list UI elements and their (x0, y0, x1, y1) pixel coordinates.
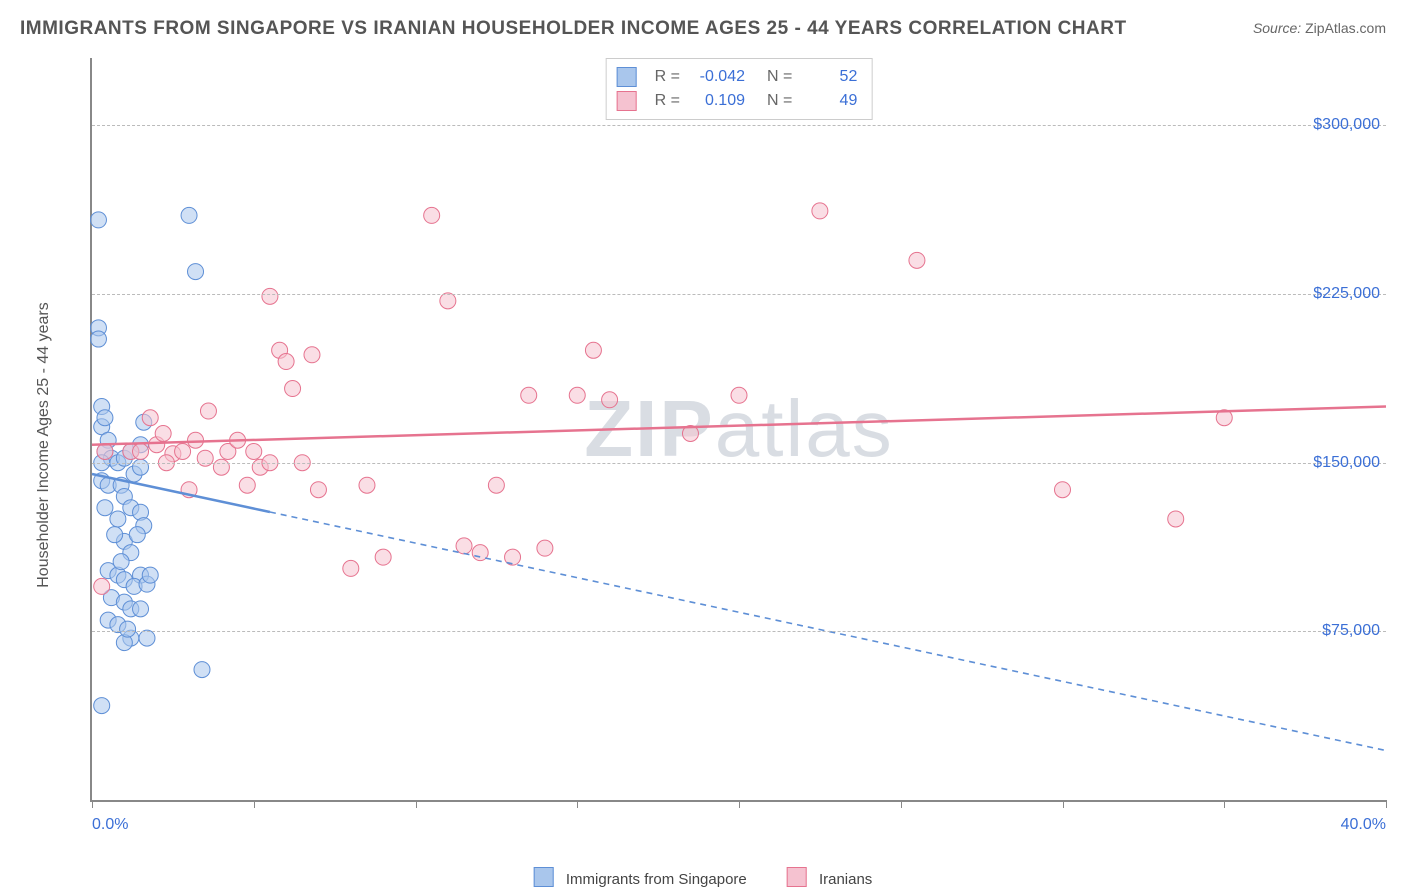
x-tick (1224, 800, 1225, 808)
x-tick (254, 800, 255, 808)
data-point (812, 203, 828, 219)
data-point (200, 403, 216, 419)
data-point (139, 630, 155, 646)
data-point (194, 662, 210, 678)
data-point (375, 549, 391, 565)
data-point (142, 410, 158, 426)
data-point (155, 425, 171, 441)
data-point (310, 482, 326, 498)
data-point (94, 698, 110, 714)
data-point (304, 347, 320, 363)
data-point (188, 432, 204, 448)
trend-line-solid (92, 407, 1386, 445)
x-tick (739, 800, 740, 808)
legend-label-singapore: Immigrants from Singapore (566, 871, 747, 888)
data-point (521, 387, 537, 403)
data-point (97, 410, 113, 426)
data-point (440, 293, 456, 309)
data-point (90, 212, 106, 228)
plot-wrapper: Householder Income Ages 25 - 44 years ZI… (50, 58, 1386, 832)
data-point (175, 443, 191, 459)
data-point (909, 252, 925, 268)
data-point (129, 527, 145, 543)
x-tick (416, 800, 417, 808)
source-label: Source: (1253, 20, 1301, 36)
data-point (188, 264, 204, 280)
gridline (92, 294, 1386, 295)
data-point (213, 459, 229, 475)
y-tick-label: $75,000 (1322, 622, 1380, 640)
data-point (1168, 511, 1184, 527)
data-point (278, 354, 294, 370)
x-tick (1386, 800, 1387, 808)
gridline (92, 125, 1386, 126)
y-tick-label: $150,000 (1313, 454, 1380, 472)
data-point (133, 601, 149, 617)
data-point (181, 207, 197, 223)
legend-label-iranians: Iranians (819, 871, 872, 888)
legend-item-singapore: Immigrants from Singapore (534, 867, 747, 888)
data-point (90, 331, 106, 347)
y-tick-label: $300,000 (1313, 116, 1380, 134)
data-point (239, 477, 255, 493)
data-point (142, 567, 158, 583)
legend-swatch-iranians (787, 867, 807, 887)
legend-item-iranians: Iranians (787, 867, 873, 888)
data-point (113, 554, 129, 570)
plot-area: ZIPatlas R = -0.042 N = 52 R = 0.109 N =… (90, 58, 1386, 802)
data-point (343, 560, 359, 576)
data-point (97, 443, 113, 459)
data-point (262, 288, 278, 304)
legend-bottom: Immigrants from Singapore Iranians (534, 867, 873, 888)
x-tick (901, 800, 902, 808)
y-tick-label: $225,000 (1313, 285, 1380, 303)
legend-swatch-singapore (534, 867, 554, 887)
x-tick (92, 800, 93, 808)
data-point (110, 511, 126, 527)
data-point (731, 387, 747, 403)
data-point (537, 540, 553, 556)
x-tick (1063, 800, 1064, 808)
data-point (120, 621, 136, 637)
data-point (1055, 482, 1071, 498)
x-tick (577, 800, 578, 808)
chart-svg (92, 58, 1386, 800)
data-point (197, 450, 213, 466)
x-axis-max-label: 40.0% (1341, 816, 1386, 834)
source-attribution: Source: ZipAtlas.com (1253, 20, 1386, 36)
gridline (92, 463, 1386, 464)
data-point (424, 207, 440, 223)
data-point (94, 578, 110, 594)
data-point (569, 387, 585, 403)
data-point (107, 527, 123, 543)
data-point (285, 381, 301, 397)
data-point (585, 342, 601, 358)
data-point (359, 477, 375, 493)
source-value: ZipAtlas.com (1305, 20, 1386, 36)
data-point (246, 443, 262, 459)
data-point (602, 392, 618, 408)
data-point (488, 477, 504, 493)
data-point (133, 459, 149, 475)
data-point (97, 500, 113, 516)
data-point (133, 443, 149, 459)
gridline (92, 631, 1386, 632)
chart-title: IMMIGRANTS FROM SINGAPORE VS IRANIAN HOU… (20, 18, 1127, 39)
y-axis-label: Householder Income Ages 25 - 44 years (35, 302, 53, 588)
x-axis-min-label: 0.0% (92, 816, 128, 834)
